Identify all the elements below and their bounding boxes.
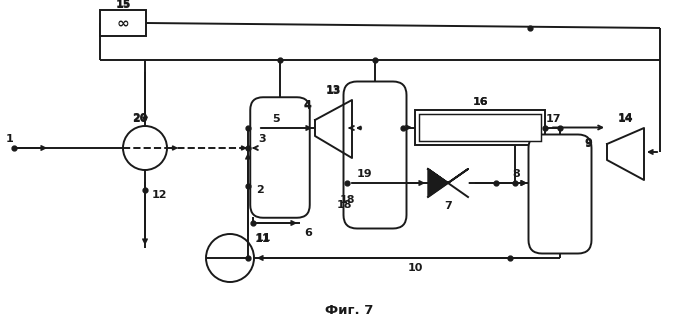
Text: 16: 16 — [473, 97, 488, 107]
FancyBboxPatch shape — [343, 81, 407, 229]
Polygon shape — [607, 128, 644, 180]
Text: 15: 15 — [115, 0, 131, 9]
Bar — [100, 10, 146, 36]
Polygon shape — [428, 169, 448, 197]
Text: 14: 14 — [618, 114, 633, 124]
Text: 13: 13 — [326, 85, 341, 95]
Text: 19: 19 — [357, 169, 373, 179]
Text: 9: 9 — [584, 138, 592, 148]
Text: 16: 16 — [473, 97, 488, 107]
Text: Фиг. 7: Фиг. 7 — [325, 304, 374, 317]
FancyBboxPatch shape — [528, 135, 591, 253]
Text: 18: 18 — [339, 195, 355, 205]
Text: 1: 1 — [6, 134, 14, 144]
Bar — [415, 110, 545, 145]
Text: ∞: ∞ — [117, 15, 129, 31]
Text: 17: 17 — [545, 113, 561, 124]
Bar — [419, 114, 541, 141]
Polygon shape — [315, 100, 352, 158]
Text: 10: 10 — [408, 263, 423, 273]
Text: 13: 13 — [326, 86, 341, 96]
Text: 20: 20 — [132, 114, 147, 124]
Text: 11: 11 — [254, 234, 270, 244]
Text: 3: 3 — [258, 134, 266, 144]
Text: 2: 2 — [256, 185, 264, 195]
Text: 15: 15 — [115, 0, 131, 10]
Text: 11: 11 — [255, 233, 271, 243]
Text: 5: 5 — [272, 114, 280, 124]
Polygon shape — [448, 169, 468, 197]
Text: 4: 4 — [303, 100, 311, 110]
Text: 7: 7 — [444, 201, 452, 211]
Text: 8: 8 — [512, 169, 520, 179]
Text: 9: 9 — [584, 139, 592, 149]
Text: 14: 14 — [618, 113, 633, 123]
Text: 20: 20 — [132, 113, 147, 123]
Text: 18: 18 — [336, 200, 352, 210]
FancyBboxPatch shape — [250, 97, 310, 218]
Text: 4: 4 — [303, 101, 311, 111]
Text: 6: 6 — [304, 228, 312, 238]
Text: 12: 12 — [151, 190, 167, 200]
